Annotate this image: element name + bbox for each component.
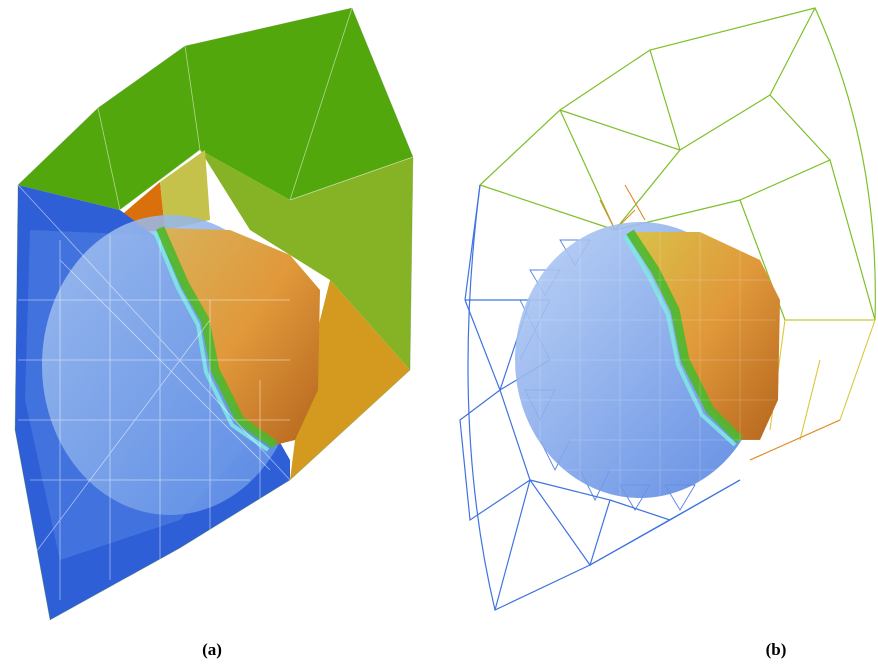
outer-wireframe-green <box>479 7 876 321</box>
coastal-water-b <box>623 234 737 447</box>
yellow-patch <box>160 150 210 230</box>
coastline-b <box>626 229 744 444</box>
solid-mesh-figure <box>14 7 414 621</box>
coastal-water <box>153 231 270 452</box>
orange-region <box>290 280 410 480</box>
panel-b-wireframe-mesh: (b) <box>440 0 878 671</box>
land-mass <box>160 228 320 445</box>
land-mass-b <box>630 232 780 440</box>
olive-region <box>200 150 413 370</box>
panel-b-caption: (b) <box>765 640 787 659</box>
panel-a-caption: (a) <box>202 640 222 659</box>
mesh-outline <box>14 7 414 621</box>
wireframe-mesh-figure <box>459 7 876 611</box>
green-region <box>18 8 413 210</box>
panel-a-solid-mesh: (a) <box>14 7 414 659</box>
